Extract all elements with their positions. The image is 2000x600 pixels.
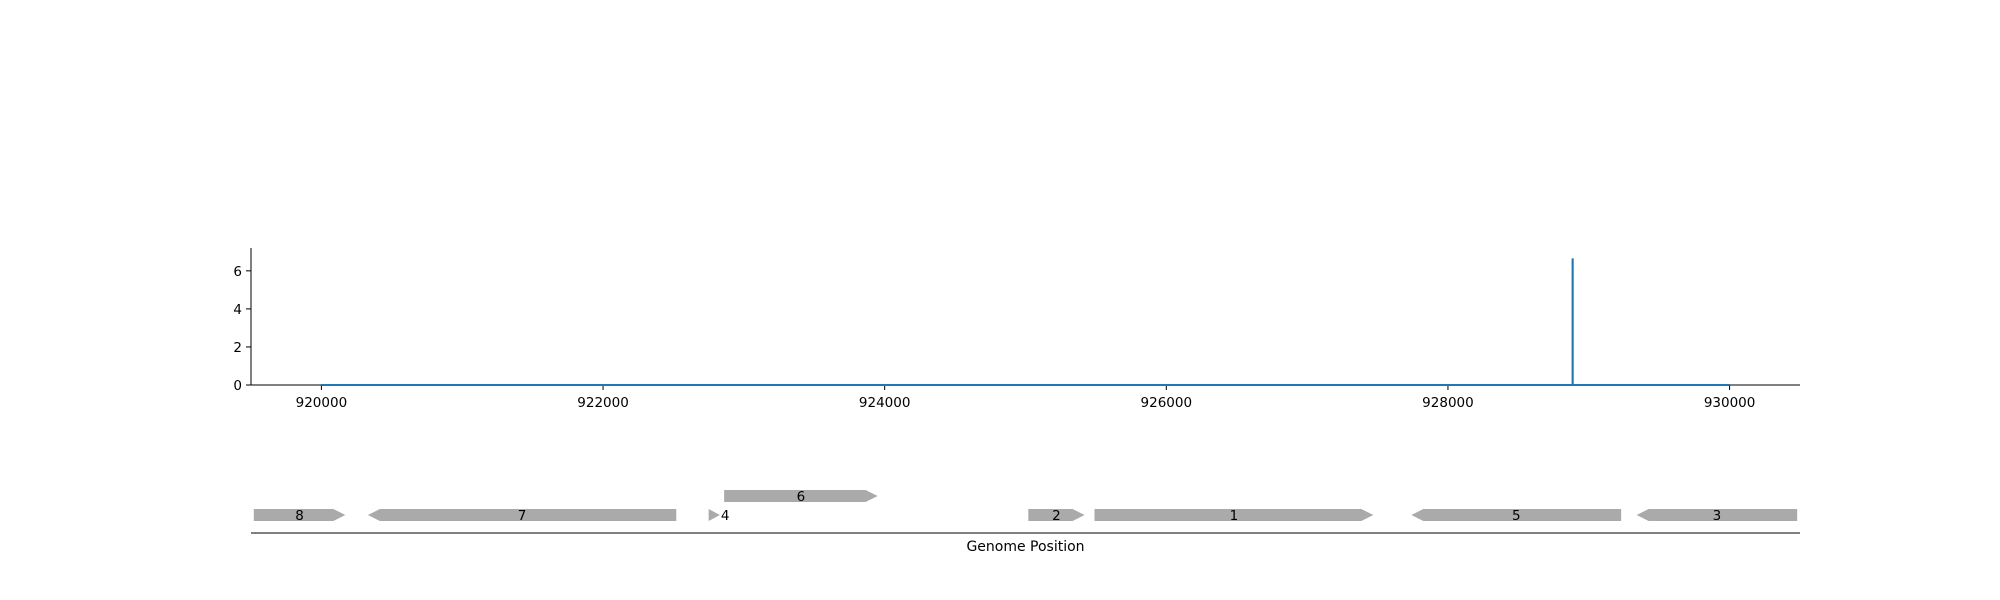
gene-arrow — [724, 490, 878, 502]
gene-arrow — [367, 509, 677, 521]
x-tick-label: 930000 — [1704, 395, 1756, 411]
gene-label: 4 — [721, 508, 730, 524]
x-tick-label: 922000 — [577, 395, 629, 411]
gene-arrow — [1028, 509, 1085, 521]
gene-label: 2 — [1052, 508, 1061, 524]
gene-label: 7 — [518, 508, 527, 524]
x-tick-label: 928000 — [1422, 395, 1474, 411]
gene-label: 8 — [295, 508, 304, 524]
gene-label: 6 — [797, 489, 806, 505]
x-tick-label: 920000 — [296, 395, 348, 411]
x-tick-label: 926000 — [1141, 395, 1193, 411]
gene-arrow — [708, 509, 720, 521]
gene-arrow — [1636, 509, 1798, 521]
coverage-plot: 0 2 4 6 920000 922000 924000 926000 928000 930000 — [233, 248, 1800, 411]
gene-arrow — [253, 509, 346, 521]
y-tick-label: 4 — [233, 302, 242, 318]
x-tick-label: 924000 — [859, 395, 911, 411]
y-tick-label: 2 — [233, 340, 242, 356]
x-axis-title: Genome Position — [966, 539, 1084, 555]
coverage-series-line — [321, 258, 1730, 386]
gene-map: Genome Position 8 7 4 6 2 1 5 3 — [251, 489, 1800, 555]
gene-arrow — [1094, 509, 1374, 521]
gene-arrow — [1411, 509, 1622, 521]
gene-label: 3 — [1713, 508, 1722, 524]
y-tick-label: 6 — [233, 264, 242, 280]
y-tick-label: 0 — [233, 378, 242, 394]
gene-label: 5 — [1512, 508, 1521, 524]
gene-label: 1 — [1230, 508, 1239, 524]
